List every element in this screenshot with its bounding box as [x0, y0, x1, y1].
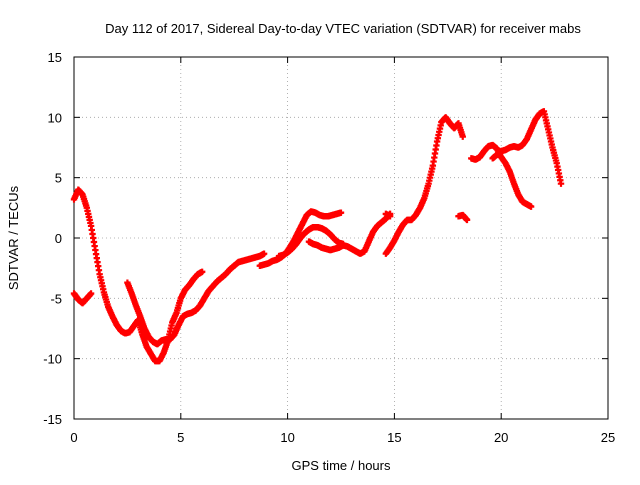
- x-tick-label: 25: [601, 430, 615, 445]
- x-tick-label: 5: [177, 430, 184, 445]
- data-point: [459, 133, 466, 140]
- y-axis-label: SDTVAR / TECUs: [6, 185, 21, 290]
- series-track-8: [455, 211, 471, 224]
- data-point: [87, 290, 95, 297]
- data-series: [70, 108, 565, 365]
- y-tick-label: -10: [43, 352, 62, 367]
- series-track-9: [468, 141, 535, 210]
- x-axis-tick-labels: 0 5 10 15 20 25: [70, 430, 615, 445]
- series-track-3: [124, 250, 268, 348]
- data-point: [260, 250, 268, 257]
- data-point: [386, 213, 394, 220]
- series-track-10: [489, 108, 565, 187]
- data-point: [463, 216, 471, 224]
- x-axis-label: GPS time / hours: [292, 458, 391, 473]
- x-tick-label: 15: [387, 430, 401, 445]
- series-track-1: [70, 186, 206, 365]
- data-point: [527, 203, 535, 210]
- data-point: [198, 268, 206, 275]
- grid-lines: [74, 57, 608, 419]
- y-tick-label: -5: [50, 291, 62, 306]
- chart-title: Day 112 of 2017, Sidereal Day-to-day VTE…: [105, 21, 581, 36]
- data-point: [337, 209, 345, 216]
- series-track-2: [70, 290, 95, 307]
- y-tick-label: -15: [43, 412, 62, 427]
- series-track-7: [382, 114, 466, 257]
- y-tick-label: 0: [55, 231, 62, 246]
- axis-ticks: [73, 56, 609, 420]
- y-tick-label: 15: [48, 50, 62, 65]
- x-tick-label: 0: [70, 430, 77, 445]
- y-tick-label: 5: [55, 171, 62, 186]
- series-track-11: [382, 210, 394, 220]
- data-point: [557, 180, 565, 187]
- x-tick-label: 20: [494, 430, 508, 445]
- series-track-6: [305, 210, 394, 257]
- series-track-5: [275, 223, 347, 260]
- x-tick-label: 10: [280, 430, 294, 445]
- y-tick-label: 10: [48, 110, 62, 125]
- y-axis-tick-labels: -15 -10 -5 0 5 10 15: [43, 50, 62, 427]
